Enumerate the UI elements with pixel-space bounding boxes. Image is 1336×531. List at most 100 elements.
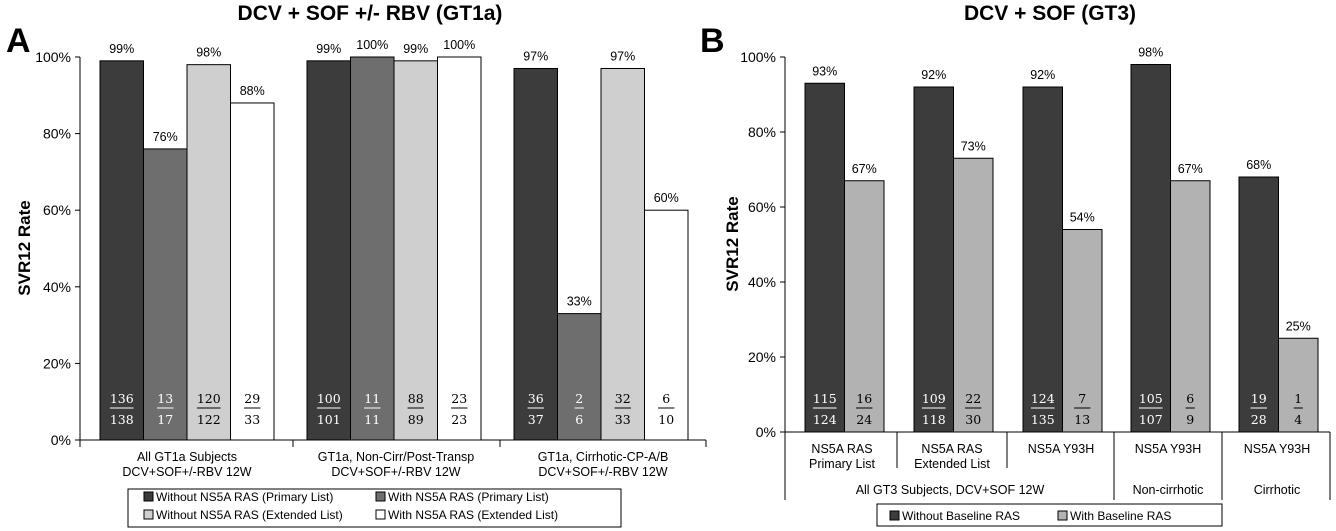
panel-a-value-label: 98% xyxy=(196,46,221,60)
panel-b-bar-numerator: 115 xyxy=(813,391,837,406)
panel-a-legend-swatch xyxy=(375,509,386,520)
panel-a-bar xyxy=(186,64,231,441)
panel-b-legend xyxy=(876,503,1223,527)
panel-a-ytick-label: 60% xyxy=(43,202,71,218)
panel-a-legend-swatch xyxy=(375,491,386,502)
panel-b-bar-numerator: 105 xyxy=(1139,391,1163,406)
panel-a-bar-denominator: 23 xyxy=(451,412,467,427)
panel-b-bar-numerator: 124 xyxy=(1031,391,1055,406)
panel-a-value-label: 76% xyxy=(153,130,178,144)
panel-a-bar-denominator: 37 xyxy=(528,412,544,427)
panel-b-bar-denominator: 4 xyxy=(1294,412,1302,427)
panel-a-bar xyxy=(230,102,275,441)
panel-b-ytick-label: 80% xyxy=(748,124,776,140)
panel-b-bar-numerator: 19 xyxy=(1251,391,1267,406)
panel-b-bar-denominator: 124 xyxy=(813,412,837,427)
panel-b-category-label: Primary List xyxy=(809,457,876,471)
panel-a-bar-denominator: 33 xyxy=(615,412,631,427)
panel-a-title: DCV + SOF +/- RBV (GT1a) xyxy=(238,2,503,25)
panel-b-bar-denominator: 24 xyxy=(856,412,872,427)
panel-a-ytick-label: 80% xyxy=(43,126,71,142)
panel-a-bar xyxy=(644,209,689,441)
panel-a-bar-numerator: 32 xyxy=(615,391,631,406)
panel-b-group-label: All GT3 Subjects, DCV+SOF 12W xyxy=(856,483,1045,497)
panel-b-bar-denominator: 9 xyxy=(1186,412,1194,427)
panel-a-legend-label: Without NS5A RAS (Extended List) xyxy=(156,508,343,522)
panel-b-ytick-label: 40% xyxy=(748,274,776,290)
panel-b-legend-swatch xyxy=(889,510,900,521)
panel-a-group-label: All GT1a Subjects xyxy=(137,450,237,464)
panel-a-value-label: 99% xyxy=(316,42,341,56)
panel-a-bar-numerator: 36 xyxy=(528,391,544,406)
panel-b-legend-swatch xyxy=(1057,510,1068,521)
panel-a-value-label: 97% xyxy=(610,49,635,63)
panel-a-bar-numerator: 2 xyxy=(575,391,583,406)
panel-a-group-label: GT1a, Non-Cirr/Post-Transp xyxy=(318,450,475,464)
panel-b-bar-denominator: 28 xyxy=(1251,412,1267,427)
panel-b-group-label: Non-cirrhotic xyxy=(1133,483,1204,497)
panel-a-bar-denominator: 138 xyxy=(110,412,134,427)
panel-a-bar-numerator: 100 xyxy=(317,391,341,406)
panel-b-ytick-label: 100% xyxy=(740,49,776,65)
panel-a-bar-numerator: 29 xyxy=(244,391,260,406)
panel-b-bar-numerator: 6 xyxy=(1186,391,1194,406)
panel-a-bar xyxy=(437,56,482,441)
panel-b-bar-numerator: 1 xyxy=(1294,391,1302,406)
panel-b-legend-label: With Baseline RAS xyxy=(1070,509,1171,523)
panel-b-plot: 0%20%40%60%80%100%93%11512467%162492%109… xyxy=(740,46,1331,527)
panel-b-value-label: 54% xyxy=(1070,211,1095,225)
panel-a-legend xyxy=(127,488,622,528)
panel-b-ytick-label: 0% xyxy=(756,424,776,440)
panel-b-value-label: 67% xyxy=(852,162,877,176)
panel-a-bar xyxy=(99,60,144,441)
panel-b-bar-numerator: 109 xyxy=(922,391,946,406)
panel-b-title: DCV + SOF (GT3) xyxy=(964,2,1136,25)
panel-a-legend-label: With NS5A RAS (Primary List) xyxy=(388,490,549,504)
panel-b-ytick-label: 60% xyxy=(748,199,776,215)
panel-b-bar-denominator: 30 xyxy=(965,412,981,427)
panel-b-bar xyxy=(953,157,994,433)
panel-a-bar-numerator: 6 xyxy=(662,391,670,406)
panel-b-value-label: 25% xyxy=(1286,319,1311,333)
panel-a-bar-numerator: 88 xyxy=(408,391,424,406)
panel-b-category-label: NS5A Y93H xyxy=(1135,442,1201,456)
panel-a-legend-label: Without NS5A RAS (Primary List) xyxy=(156,490,333,504)
panel-a-value-label: 60% xyxy=(654,191,679,205)
panel-a-value-label: 100% xyxy=(356,38,388,52)
panel-a-bar-denominator: 6 xyxy=(575,412,583,427)
panel-a-group-label: DCV+SOF+/-RBV 12W xyxy=(538,465,667,479)
panel-b-category-label: NS5A RAS xyxy=(811,442,872,456)
panel-a-value-label: 88% xyxy=(240,84,265,98)
panel-a-ytick-label: 20% xyxy=(43,355,71,371)
panel-a-bar-denominator: 10 xyxy=(658,412,674,427)
panel-b-value-label: 92% xyxy=(921,68,946,82)
panel-a-group-label: DCV+SOF+/-RBV 12W xyxy=(122,465,251,479)
panel-b-bar-numerator: 7 xyxy=(1078,391,1086,406)
panel-a-value-label: 100% xyxy=(443,38,475,52)
panel-a-ytick-label: 40% xyxy=(43,279,71,295)
panel-a-bar xyxy=(306,60,351,441)
panel-b-bar-denominator: 107 xyxy=(1139,412,1163,427)
panel-a-bar-numerator: 13 xyxy=(157,391,173,406)
panel-b-bar xyxy=(1022,86,1063,433)
panel-b-value-label: 68% xyxy=(1246,158,1271,172)
panel-b-bar-numerator: 16 xyxy=(856,391,872,406)
panel-a-bar-numerator: 11 xyxy=(364,391,380,406)
panel-b-value-label: 98% xyxy=(1138,46,1163,60)
panel-b-bar-denominator: 135 xyxy=(1031,412,1055,427)
panel-a-value-label: 99% xyxy=(403,42,428,56)
panel-b-category-label: NS5A Y93H xyxy=(1028,442,1094,456)
panel-a-bar xyxy=(513,67,558,441)
panel-b-bar xyxy=(1170,180,1211,433)
panel-b-bar-denominator: 13 xyxy=(1074,412,1090,427)
panel-a-value-label: 33% xyxy=(567,295,592,309)
panel-a-legend-swatch xyxy=(143,509,154,520)
panel-b-bar-denominator: 118 xyxy=(922,412,946,427)
panel-a-bar-numerator: 23 xyxy=(451,391,467,406)
panel-a-legend-label: With NS5A RAS (Extended List) xyxy=(388,508,558,522)
panel-b-ylabel: SVR12 Rate xyxy=(723,196,742,291)
panel-b-bar xyxy=(913,86,954,433)
panel-a-legend-swatch xyxy=(143,491,154,502)
panel-a-ytick-label: 100% xyxy=(35,49,71,65)
